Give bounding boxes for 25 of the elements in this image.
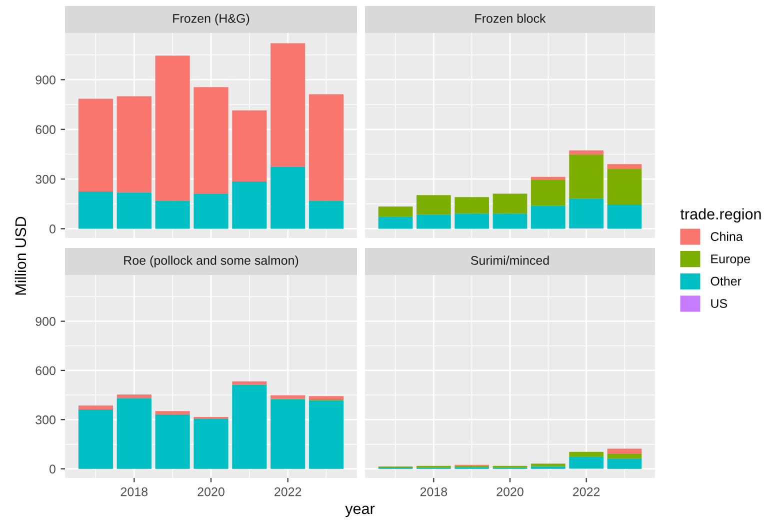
- legend-label: Europe: [711, 254, 750, 266]
- y-tick-label: 900: [36, 317, 56, 326]
- chart-title: Surimi/minced: [470, 256, 549, 265]
- chart-title: Roe (pollock and some salmon): [124, 256, 298, 268]
- legend-label: Other: [710, 276, 742, 286]
- y-tick-label: 600: [36, 125, 56, 134]
- chart-title: Frozen (H&G): [173, 14, 250, 26]
- y-tick-label: 300: [36, 174, 56, 184]
- y-axis-title: Million USD: [14, 216, 26, 295]
- x-tick-label: 2018: [120, 487, 148, 496]
- chart-title: Frozen block: [475, 14, 546, 23]
- y-tick-label: 600: [36, 366, 56, 376]
- y-tick-label: 0: [50, 464, 56, 474]
- legend-label: US: [711, 299, 728, 308]
- legend-title: trade.region: [680, 208, 761, 222]
- x-tick-label: 2020: [198, 487, 224, 496]
- x-tick-label: 2020: [496, 487, 524, 496]
- y-tick-label: 900: [36, 75, 56, 84]
- y-tick-label: 0: [50, 224, 56, 234]
- y-tick-label: 300: [36, 415, 56, 424]
- x-tick-label: 2022: [573, 487, 600, 496]
- x-tick-label: 2018: [420, 487, 448, 496]
- x-axis-title: year: [345, 506, 375, 518]
- x-tick-label: 2022: [274, 487, 302, 496]
- legend-label: China: [710, 232, 743, 241]
